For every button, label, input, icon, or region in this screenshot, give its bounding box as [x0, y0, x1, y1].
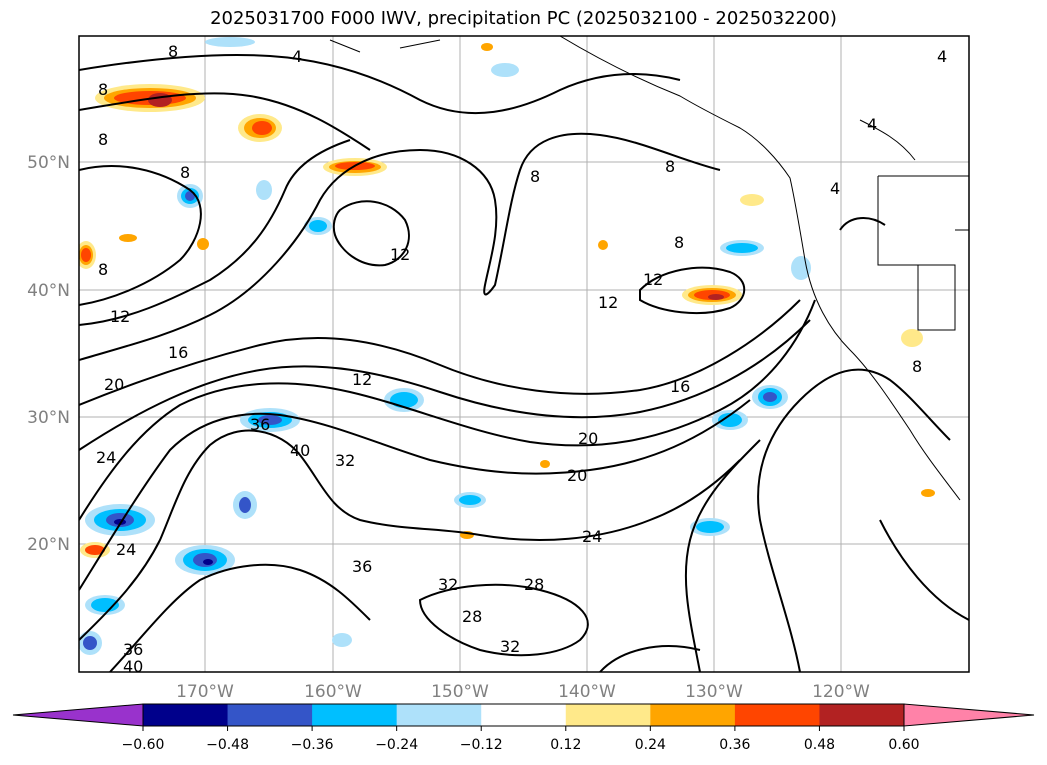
- colorbar-bin: [481, 704, 567, 726]
- colorbar-tick-label: −0.24: [375, 737, 418, 753]
- contour-label: 28: [462, 607, 482, 626]
- plot-title: 2025031700 F000 IWV, precipitation PC (2…: [210, 8, 837, 29]
- longitude-tick-label: 120°W: [812, 682, 870, 702]
- contour-label: 16: [168, 343, 188, 362]
- colorbar-extend-max: [903, 703, 1035, 727]
- colorbar-outline: [142, 703, 905, 727]
- latitude-tick-label: 40°N: [27, 281, 70, 301]
- contour-label: 32: [438, 575, 458, 594]
- contour-label: 32: [335, 451, 355, 470]
- colorbar-tick-label: 0.12: [550, 737, 581, 753]
- contour-label: 40: [123, 657, 143, 676]
- contour-label: 20: [578, 429, 598, 448]
- latitude-tick-label: 30°N: [27, 408, 70, 428]
- colorbar-bin: [565, 704, 651, 726]
- contour-label: 40: [290, 441, 310, 460]
- map-frame: [78, 35, 970, 673]
- contour-label: 36: [250, 415, 270, 434]
- colorbar-bin: [734, 704, 820, 726]
- longitude-tick-label: 150°W: [431, 682, 489, 702]
- contour-label: 8: [674, 233, 684, 252]
- contour-label: 24: [116, 540, 136, 559]
- contour-label: 12: [390, 245, 410, 264]
- latitude-tick-label: 50°N: [27, 153, 70, 173]
- contour-label: 36: [352, 557, 372, 576]
- coastlines: [329, 36, 969, 501]
- colorbar-tick-label: 0.60: [888, 737, 919, 753]
- contour-label: 16: [670, 377, 690, 396]
- contour-label: 8: [180, 163, 190, 182]
- latitude-tick-label: 20°N: [27, 535, 70, 555]
- precipitation-anomaly-shading: [79, 37, 935, 655]
- contour-label: 4: [937, 47, 947, 66]
- colorbar-tick-label: 0.24: [635, 737, 666, 753]
- contour-label: 8: [912, 357, 922, 376]
- colorbar-tick-label: −0.12: [460, 737, 503, 753]
- contour-label: 8: [168, 42, 178, 61]
- colorbar-bin: [650, 704, 736, 726]
- colorbar-bin: [227, 704, 313, 726]
- contour-label: 28: [524, 575, 544, 594]
- contour-label: 8: [98, 260, 108, 279]
- iwv-contours: [79, 53, 969, 672]
- colorbar-tick-label: 0.36: [719, 737, 750, 753]
- colorbar-bin: [396, 704, 482, 726]
- contour-labels: 8 8 8 8 8 8 8 4 4 4 4 12 12 12 12 12 16 …: [96, 42, 947, 676]
- colorbar-tick-label: 0.48: [804, 737, 835, 753]
- colorbar-bin: [143, 704, 229, 726]
- contour-label: 36: [123, 640, 143, 659]
- longitude-tick-label: 130°W: [685, 682, 743, 702]
- longitude-tick-label: 170°W: [176, 682, 234, 702]
- latitude-axis: 50°N 40°N 30°N 20°N: [27, 153, 70, 555]
- contour-label: 8: [665, 157, 675, 176]
- contour-label: 20: [567, 466, 587, 485]
- colorbar-extend-min: [12, 703, 144, 727]
- contour-label: 24: [96, 448, 116, 467]
- colorbar-bin: [819, 704, 905, 726]
- colorbar-tick-label: −0.36: [291, 737, 334, 753]
- contour-label: 12: [643, 270, 663, 289]
- contour-label: 12: [598, 293, 618, 312]
- contour-label: 24: [582, 527, 602, 546]
- colorbar: −0.60 −0.48 −0.36 −0.24 −0.12 0.12 0.24 0.36 0.4…: [12, 703, 1035, 753]
- colorbar-tick-label: −0.60: [122, 737, 165, 753]
- contour-label: 12: [110, 307, 130, 326]
- colorbar-bin: [312, 704, 398, 726]
- longitude-axis: 170°W 160°W 150°W 140°W 130°W 120°W: [176, 682, 870, 702]
- contour-label: 8: [530, 167, 540, 186]
- longitude-tick-label: 160°W: [304, 682, 362, 702]
- longitude-tick-label: 140°W: [558, 682, 616, 702]
- contour-label: 20: [104, 375, 124, 394]
- colorbar-tick-label: −0.48: [206, 737, 249, 753]
- contour-label: 4: [830, 179, 840, 198]
- contour-label: 8: [98, 130, 108, 149]
- contour-label: 8: [98, 80, 108, 99]
- contour-label: 4: [867, 115, 877, 134]
- contour-label: 12: [352, 370, 372, 389]
- contour-label: 32: [500, 637, 520, 656]
- contour-label: 4: [292, 47, 302, 66]
